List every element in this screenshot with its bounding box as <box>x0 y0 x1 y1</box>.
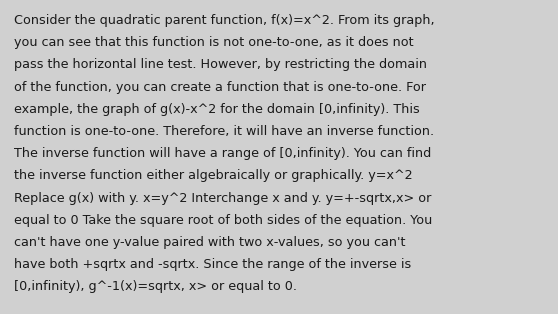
Text: of the function, you can create a function that is one-to-one. For: of the function, you can create a functi… <box>14 81 426 94</box>
Text: you can see that this function is not one-to-one, as it does not: you can see that this function is not on… <box>14 36 413 49</box>
Text: the inverse function either algebraically or graphically. y=x^2: the inverse function either algebraicall… <box>14 169 412 182</box>
Text: Replace g(x) with y. x=y^2 Interchange x and y. y=+-sqrtx,x> or: Replace g(x) with y. x=y^2 Interchange x… <box>14 192 431 205</box>
Text: [0,infinity), g^-1(x)=sqrtx, x> or equal to 0.: [0,infinity), g^-1(x)=sqrtx, x> or equal… <box>14 280 297 293</box>
Text: have both +sqrtx and -sqrtx. Since the range of the inverse is: have both +sqrtx and -sqrtx. Since the r… <box>14 258 411 271</box>
Text: equal to 0 Take the square root of both sides of the equation. You: equal to 0 Take the square root of both … <box>14 214 432 227</box>
Text: Consider the quadratic parent function, f(x)=x^2. From its graph,: Consider the quadratic parent function, … <box>14 14 435 27</box>
Text: example, the graph of g(x)-x^2 for the domain [0,infinity). This: example, the graph of g(x)-x^2 for the d… <box>14 103 420 116</box>
Text: can't have one y-value paired with two x-values, so you can't: can't have one y-value paired with two x… <box>14 236 406 249</box>
Text: function is one-to-one. Therefore, it will have an inverse function.: function is one-to-one. Therefore, it wi… <box>14 125 434 138</box>
Text: pass the horizontal line test. However, by restricting the domain: pass the horizontal line test. However, … <box>14 58 427 71</box>
Text: The inverse function will have a range of [0,infinity). You can find: The inverse function will have a range o… <box>14 147 431 160</box>
